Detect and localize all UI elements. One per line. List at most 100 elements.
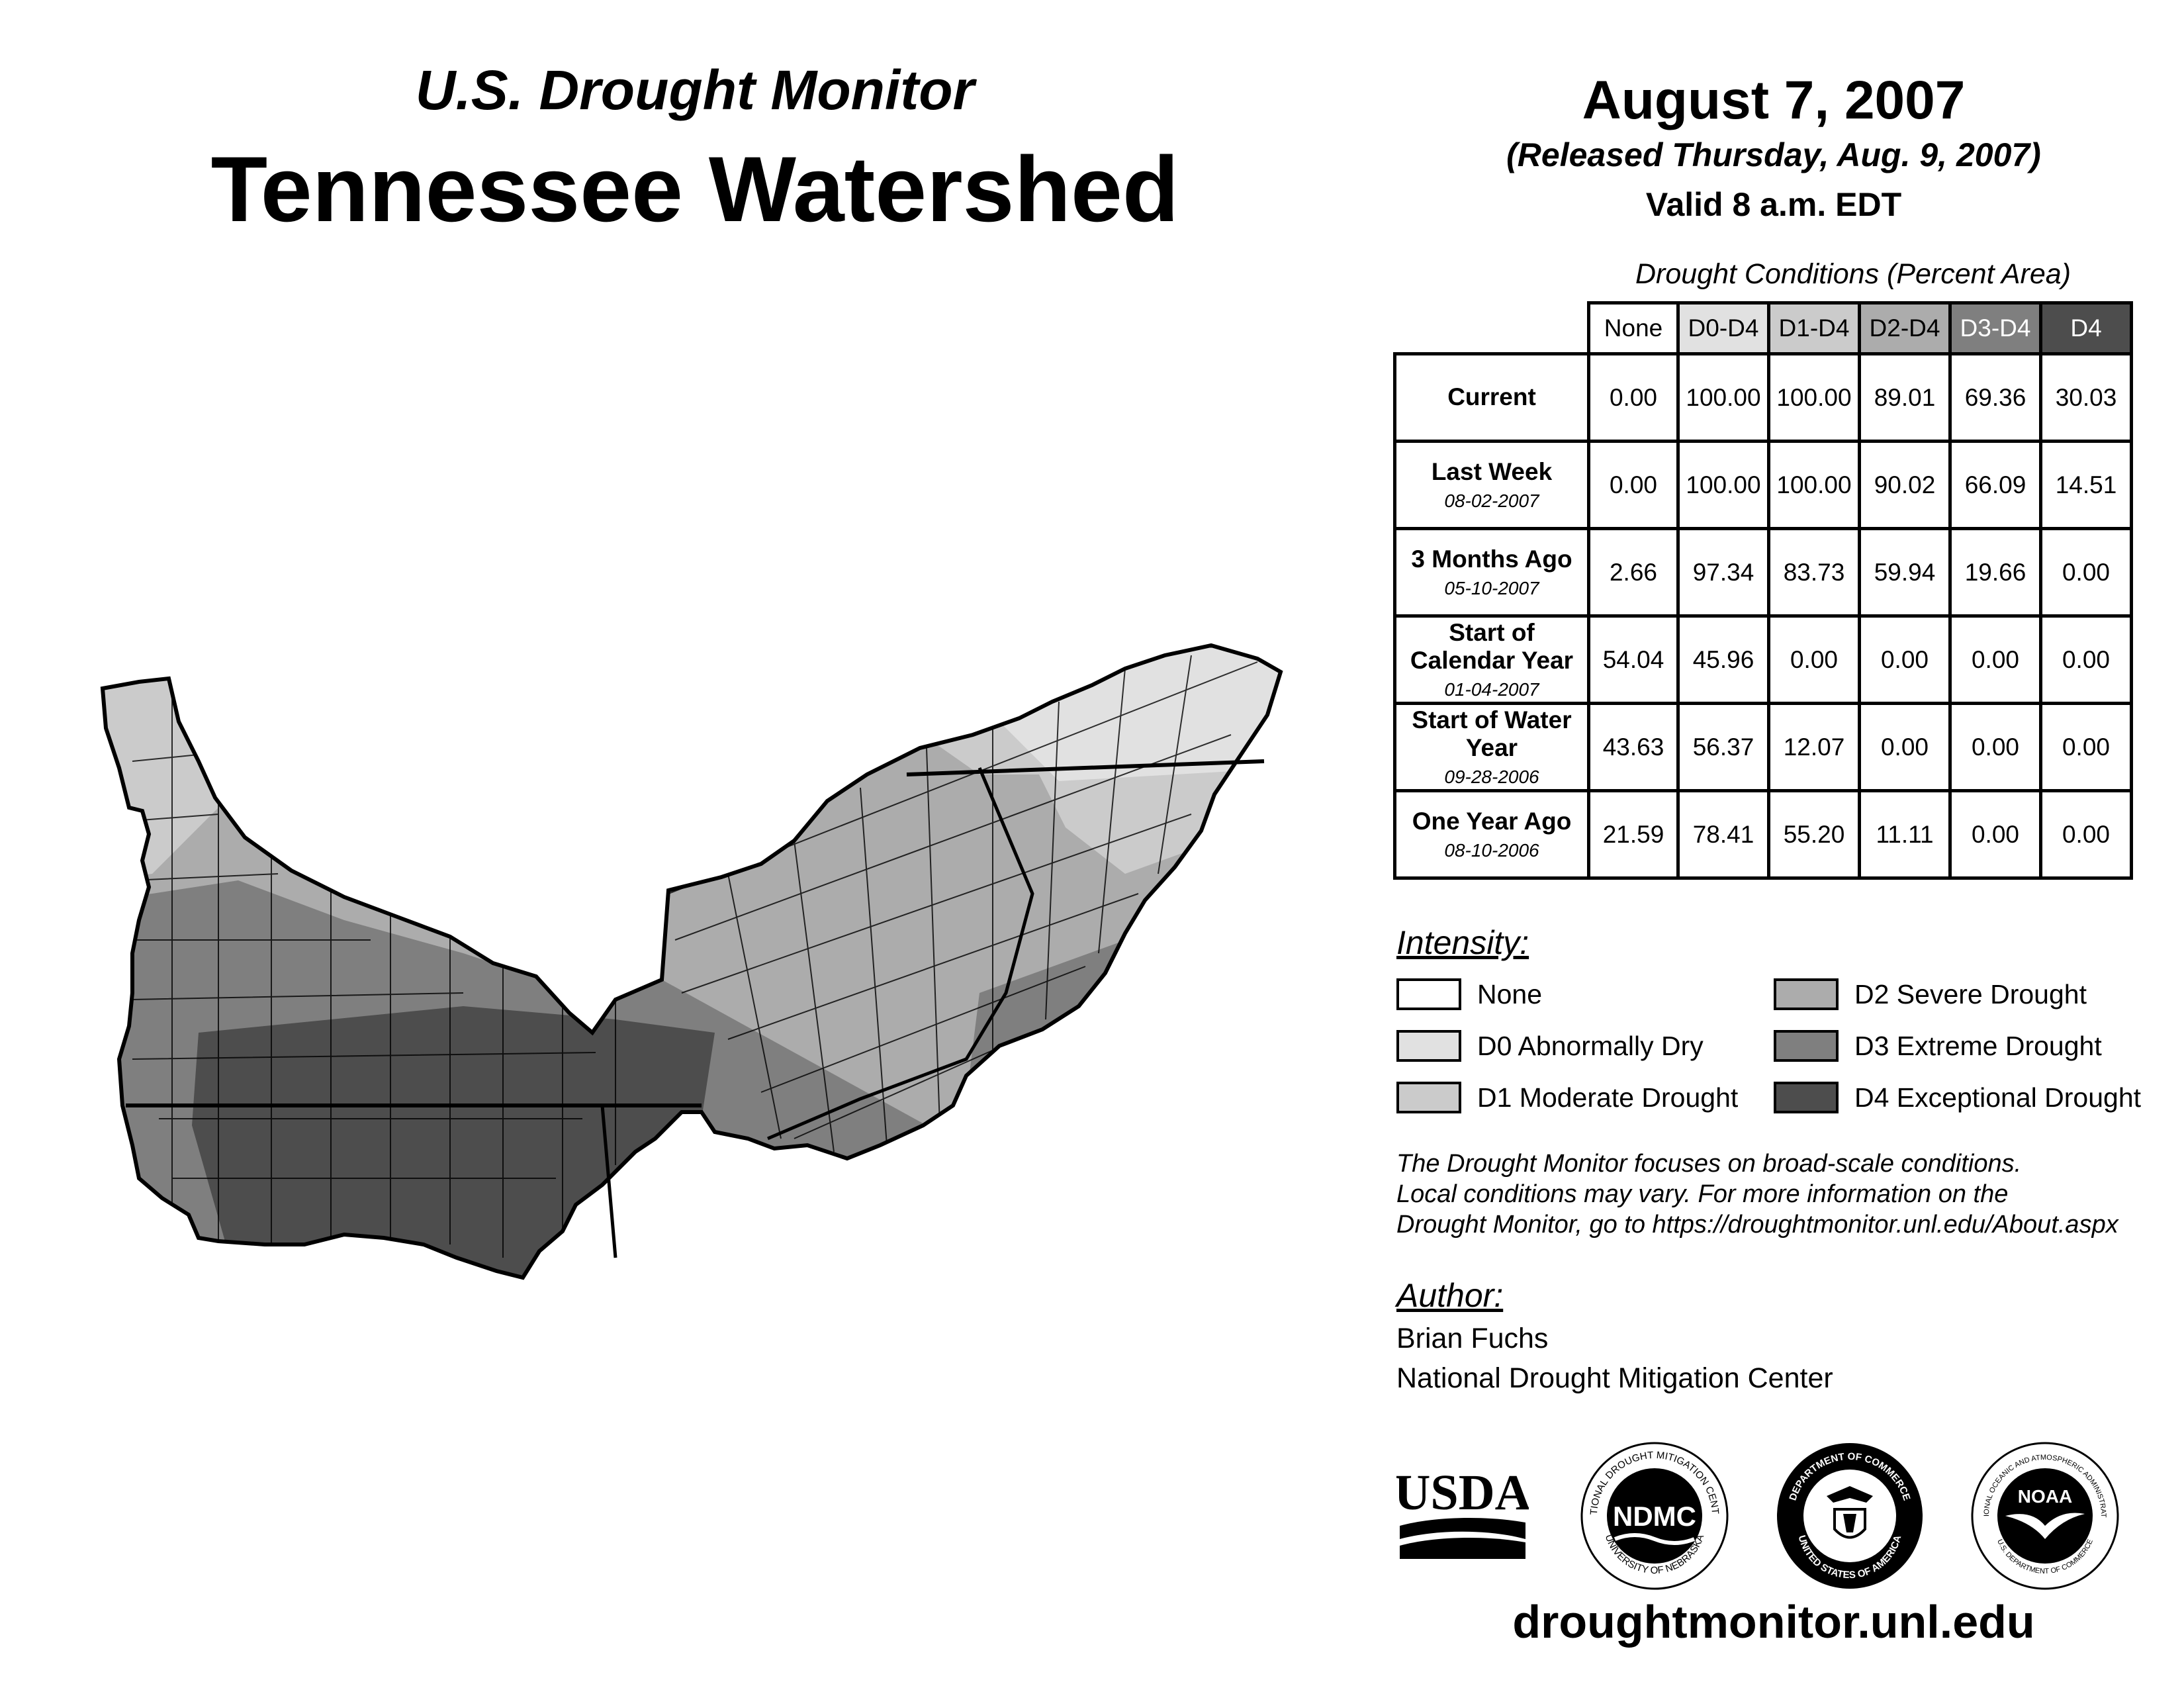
legend-label: D4 Exceptional Drought [1854, 1082, 2142, 1113]
table-cell: 0.00 [1587, 440, 1680, 530]
usda-logo-text: USDA [1396, 1465, 1529, 1521]
table-cell: 0.00 [2039, 702, 2133, 792]
col-header-d1-d4: D1-D4 [1767, 301, 1861, 355]
table-cell: 97.34 [1676, 527, 1770, 618]
row-label-3-months-ago: 3 Months Ago 05-10-2007 [1393, 527, 1590, 618]
table-cell: 83.73 [1767, 527, 1861, 618]
legend-swatch [1774, 1082, 1839, 1113]
table-cell: 100.00 [1676, 440, 1770, 530]
table-row: Last Week 08-02-2007 0.00 100.00 100.00 9… [1393, 440, 2133, 530]
table-cell: 43.63 [1587, 702, 1680, 792]
table-row: One Year Ago 08-10-2006 21.59 78.41 55.20… [1393, 789, 2133, 880]
table-cell: 100.00 [1767, 440, 1861, 530]
table-row: Start of Water Year 09-28-2006 43.63 56.3… [1393, 702, 2133, 792]
row-label-last-week: Last Week 08-02-2007 [1393, 440, 1590, 530]
table-cell: 89.01 [1858, 352, 1952, 443]
row-label: Start of Calendar Year [1410, 618, 1574, 675]
row-label-one-year-ago: One Year Ago 08-10-2006 [1393, 789, 1590, 880]
disclaimer-note: The Drought Monitor focuses on broad-sca… [1396, 1149, 2158, 1240]
table-cell: 54.04 [1587, 614, 1680, 705]
noaa-logo: NATIONAL OCEANIC AND ATMOSPHERIC ADMINIS… [1969, 1440, 2119, 1590]
note-line: Local conditions may vary. For more info… [1396, 1180, 2009, 1208]
row-label: Current [1447, 383, 1536, 411]
row-label: Start of Water Year [1412, 706, 1572, 762]
table-cell: 0.00 [1858, 702, 1952, 792]
table-cell: 56.37 [1676, 702, 1770, 792]
county-boundaries [132, 655, 1258, 1258]
row-label: 3 Months Ago [1411, 545, 1572, 573]
table-row: 3 Months Ago 05-10-2007 2.66 97.34 83.73 … [1393, 527, 2133, 618]
table-cell: 0.00 [1948, 614, 2042, 705]
valid-date: August 7, 2007 [1582, 70, 1966, 130]
state-boundary-ms-al [600, 1105, 617, 1258]
row-label-current: Current [1393, 352, 1590, 443]
legend-item-d4: D4 Exceptional Drought [1774, 1082, 2141, 1113]
legend-swatch [1396, 1030, 1461, 1062]
row-date: 05-10-2007 [1444, 577, 1539, 598]
release-date: (Released Thursday, Aug. 9, 2007) [1506, 136, 2041, 173]
legend-item-d3: D3 Extreme Drought [1774, 1030, 2102, 1062]
table-cell: 45.96 [1676, 614, 1770, 705]
table-cell: 14.51 [2039, 440, 2133, 530]
usda-logo: USDA [1396, 1465, 1529, 1559]
legend-item-d2: D2 Severe Drought [1774, 978, 2087, 1010]
table-cell: 90.02 [1858, 440, 1952, 530]
table-corner [1394, 303, 1590, 355]
row-label: Last Week [1431, 458, 1553, 486]
ndmc-logo: NATIONAL DROUGHT MITIGATION CENTER UNIVE… [1578, 1440, 1729, 1590]
table-cell: 21.59 [1587, 789, 1680, 880]
table-cell: 55.20 [1767, 789, 1861, 880]
state-boundary-nc-tn [767, 767, 1034, 1141]
map-subtitle: U.S. Drought Monitor [415, 59, 975, 121]
table-cell: 0.00 [1948, 702, 2042, 792]
col-header-d3-d4: D3-D4 [1948, 301, 2042, 355]
table-cell: 0.00 [1767, 614, 1861, 705]
table-cell: 0.00 [2039, 527, 2133, 618]
d4-exceptional-zone [192, 1006, 715, 1278]
row-label-start-of-water-year: Start of Water Year 09-28-2006 [1393, 702, 1590, 792]
table-cell: 100.00 [1767, 352, 1861, 443]
legend-label: D1 Moderate Drought [1477, 1082, 1739, 1113]
legend-item-d1: D1 Moderate Drought [1396, 1082, 1738, 1113]
legend-item-d0: D0 Abnormally Dry [1396, 1030, 1704, 1062]
legend-swatch [1396, 1082, 1461, 1113]
row-label-start-of-calendar-year: Start of Calendar Year 01-04-2007 [1393, 614, 1590, 705]
ndmc-logo-text: NDMC [1613, 1501, 1696, 1532]
valid-time: Valid 8 a.m. EDT [1645, 186, 1902, 223]
drought-conditions-table: None D0-D4 D1-D4 D2-D4 D3-D4 D4 Current … [1393, 301, 2133, 880]
table-header-row: None D0-D4 D1-D4 D2-D4 D3-D4 D4 [1394, 301, 2133, 355]
author-organization: National Drought Mitigation Center [1396, 1362, 1833, 1394]
author-name: Brian Fuchs [1396, 1323, 1549, 1354]
note-line: The Drought Monitor focuses on broad-sca… [1396, 1150, 2022, 1178]
table-cell: 2.66 [1587, 527, 1680, 618]
legend-heading: Intensity: [1396, 924, 1529, 961]
table-cell: 0.00 [2039, 789, 2133, 880]
table-cell: 78.41 [1676, 789, 1770, 880]
col-header-d4: D4 [2039, 301, 2133, 355]
legend-swatch [1774, 1030, 1839, 1062]
doc-seal-logo: DEPARTMENT OF COMMERCE UNITED STATES OF … [1777, 1443, 1923, 1589]
row-label: One Year Ago [1412, 808, 1572, 835]
state-boundary-va-tn [906, 759, 1265, 776]
table-cell: 66.09 [1948, 440, 2042, 530]
col-header-d0-d4: D0-D4 [1676, 301, 1770, 355]
table-cell: 0.00 [1587, 352, 1680, 443]
website-url[interactable]: droughtmonitor.unl.edu [1512, 1596, 2035, 1648]
legend-label: D0 Abnormally Dry [1477, 1030, 1704, 1061]
col-header-none: None [1587, 301, 1680, 355]
legend-item-none: None [1396, 978, 1542, 1010]
legend-label: None [1477, 978, 1543, 1009]
map-title: Tennessee Watershed [210, 137, 1179, 241]
table-cell: 59.94 [1858, 527, 1952, 618]
legend-label: D2 Severe Drought [1854, 978, 2087, 1009]
table-cell: 12.07 [1767, 702, 1861, 792]
noaa-logo-text: NOAA [2018, 1486, 2072, 1507]
table-cell: 0.00 [1858, 614, 1952, 705]
d0-dry-zone [993, 645, 1281, 781]
table-row: Current 0.00 100.00 100.00 89.01 69.36 3… [1393, 352, 2133, 443]
table-cell: 69.36 [1948, 352, 2042, 443]
legend-swatch [1774, 978, 1839, 1010]
author-heading: Author: [1396, 1277, 1504, 1314]
row-date: 08-02-2007 [1444, 490, 1539, 511]
table-caption: Drought Conditions (Percent Area) [1635, 258, 2071, 290]
